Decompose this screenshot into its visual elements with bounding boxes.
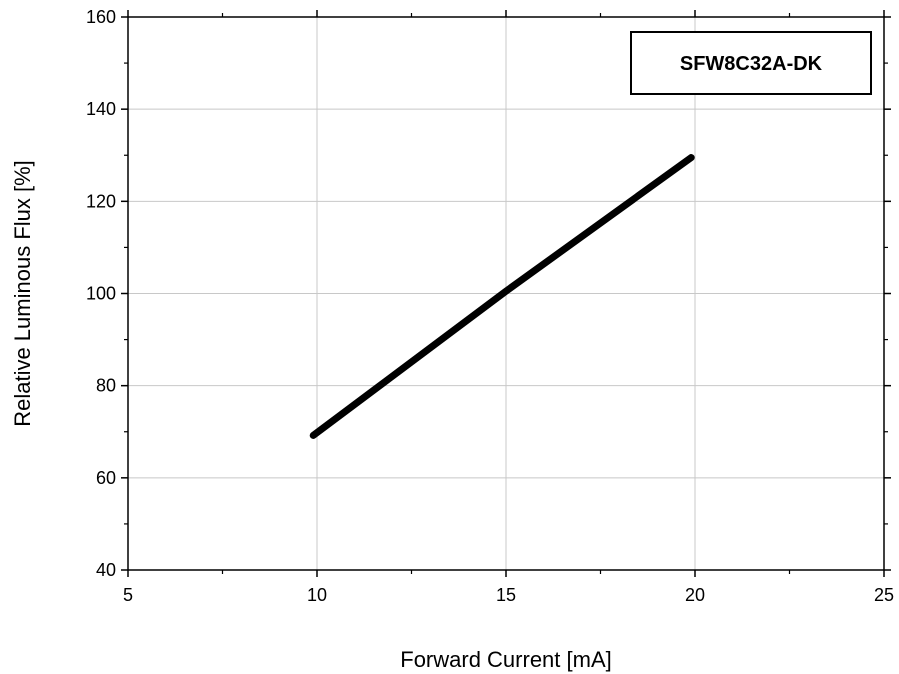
x-axis-ticks: 5 10 15 20 25 — [123, 10, 894, 605]
y-tick-label: 40 — [96, 560, 116, 580]
x-tick-label: 5 — [123, 585, 133, 605]
y-axis-title: Relative Luminous Flux [%] — [10, 160, 35, 427]
y-axis-ticks: 40 60 80 100 120 140 160 — [86, 7, 891, 580]
y-tick-label: 120 — [86, 191, 116, 211]
series-line — [309, 154, 695, 439]
y-tick-label: 60 — [96, 468, 116, 488]
legend-box — [630, 31, 872, 95]
x-tick-label: 25 — [874, 585, 894, 605]
y-tick-label: 160 — [86, 7, 116, 27]
y-tick-label: 80 — [96, 376, 116, 396]
x-tick-label: 15 — [496, 585, 516, 605]
series-layer — [309, 154, 695, 439]
legend-label: SFW8C32A-DK — [680, 53, 823, 75]
x-tick-label: 20 — [685, 585, 705, 605]
y-tick-label: 100 — [86, 284, 116, 304]
x-tick-label: 10 — [307, 585, 327, 605]
x-axis-title: Forward Current [mA] — [400, 647, 612, 672]
legend: SFW8C32A-DK — [630, 31, 872, 95]
y-tick-label: 140 — [86, 99, 116, 119]
